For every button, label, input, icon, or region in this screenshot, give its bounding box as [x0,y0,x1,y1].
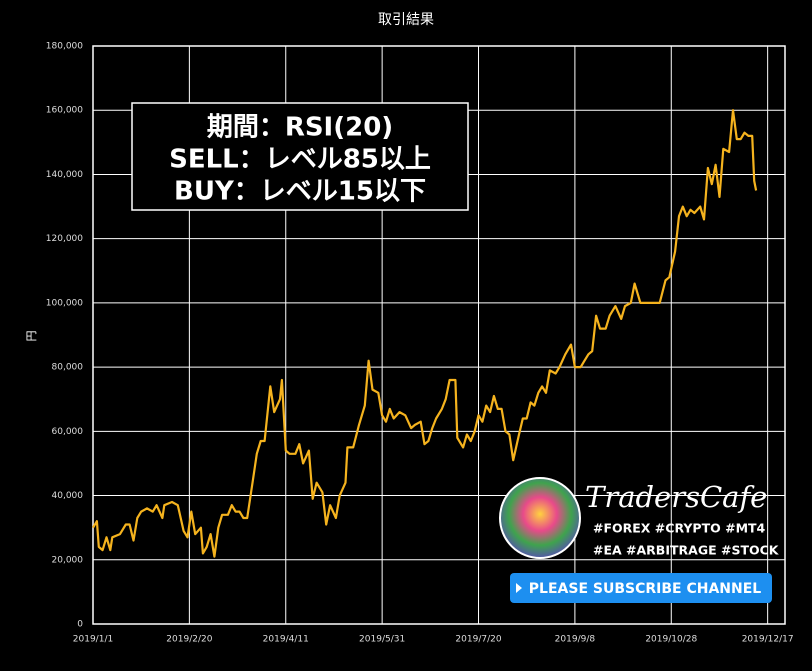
y-tick-label: 80,000 [52,363,84,373]
x-tick-label: 2019/10/28 [645,635,697,645]
chart-title: 取引結果 [378,12,434,28]
y-tick-label: 60,000 [52,427,84,437]
line [92,109,758,558]
y-tick-label: 120,000 [46,234,83,244]
tags: #EA #ARBITRAGE #STOCK [593,543,780,558]
annotation-frame [131,102,469,211]
y-tick-label: 100,000 [46,298,83,308]
play-icon [516,583,522,593]
annotation: SELL：レベル85以上 [169,145,431,175]
x-tick-label: 2019/9/8 [555,635,596,645]
y-tick-label: 0 [77,620,83,630]
annotation-box: 期間：RSI(20) SELL：レベル85以上 BUY：レベル15以下 [131,102,469,211]
tags: #FOREX #CRYPTO #MT4 [593,521,766,536]
y-tick-label: 180,000 [46,42,83,52]
y-tick-label: 20,000 [52,555,84,565]
y-tick-label: 160,000 [46,106,83,116]
channel-overlay: TradersCafe #FOREX #CRYPTO #MT4 #EA #ARB… [499,477,780,603]
y-tick-label: 40,000 [52,491,84,501]
brand: TradersCafe [585,480,767,514]
x-tick-label: 2019/5/31 [359,635,405,645]
y-axis-label: 円 [25,331,38,342]
x-tick-label: 2019/2/20 [166,635,212,645]
x-tick-label: 2019/4/11 [263,635,309,645]
plot [92,109,758,558]
plot-frame [92,45,786,625]
subscribe-text: PLEASE SUBSCRIBE CHANNEL [529,581,762,597]
y-tick-label: 140,000 [46,170,83,180]
logo [499,477,581,559]
annotation: BUY：レベル15以下 [174,177,426,207]
subscribe-button [510,573,772,603]
x-tick-label: 2019/1/1 [73,635,113,645]
x-tick-label: 2019/12/17 [742,635,794,645]
x-tick-label: 2019/7/20 [455,635,501,645]
annotation: 期間：RSI(20) [207,113,393,143]
